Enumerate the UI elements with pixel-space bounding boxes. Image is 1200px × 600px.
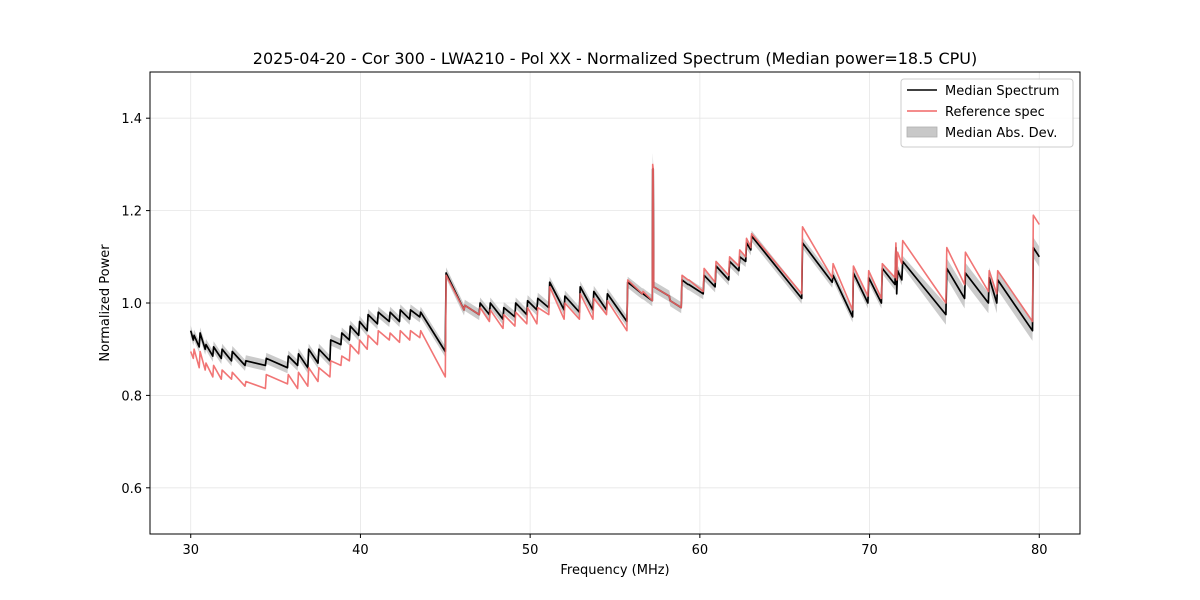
y-tick-label: 1.0 [121,297,142,312]
x-tick-label: 30 [182,543,199,558]
x-tick-label: 80 [1031,543,1048,558]
legend-mad-swatch [906,126,938,138]
x-axis-ticks: 30 40 50 60 70 80 [182,534,1048,558]
y-tick-label: 0.6 [121,482,142,497]
y-tick-label: 1.2 [121,205,142,220]
legend: Median Spectrum Reference spec Median Ab… [900,78,1074,148]
y-axis-ticks: 0.6 0.8 1.0 1.2 1.4 [121,112,150,497]
y-axis-label: Normalized Power [98,244,113,362]
x-tick-label: 70 [861,543,878,558]
series-layer [189,163,1041,390]
x-tick-label: 40 [352,543,369,558]
y-tick-label: 1.4 [121,112,142,127]
x-tick-label: 60 [692,543,709,558]
x-axis-label: Frequency (MHz) [560,563,669,578]
legend-mad-label: Median Abs. Dev. [945,126,1057,141]
reference-spec-line [189,163,1040,390]
legend-median-label: Median Spectrum [945,84,1059,99]
y-tick-label: 0.8 [121,389,142,404]
chart-title: 2025-04-20 - Cor 300 - LWA210 - Pol XX -… [253,49,977,68]
legend-reference-label: Reference spec [945,105,1045,120]
x-tick-label: 50 [522,543,539,558]
legend-box [900,78,1074,148]
